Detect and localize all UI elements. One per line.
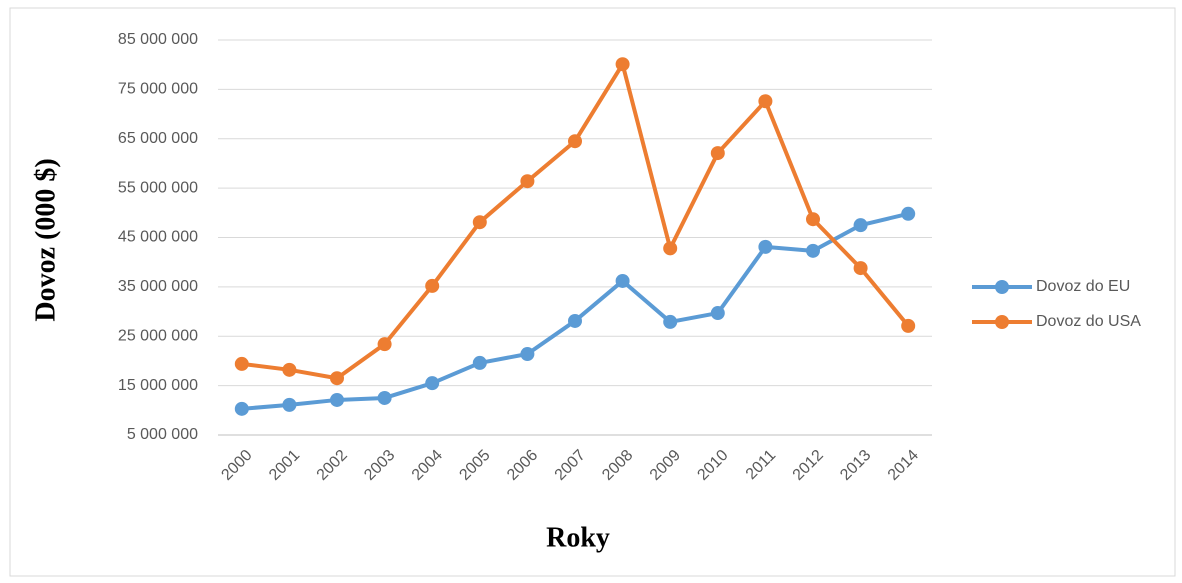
- data-point: [615, 57, 630, 72]
- chart-border: [9, 7, 1176, 577]
- data-point: [377, 337, 392, 352]
- data-point: [472, 215, 487, 230]
- data-point: [425, 278, 440, 293]
- data-point: [710, 146, 725, 161]
- y-tick-label: 45 000 000: [118, 229, 198, 246]
- y-tick-label: 75 000 000: [118, 81, 198, 98]
- data-point: [282, 397, 297, 412]
- data-point: [758, 239, 773, 254]
- data-point: [377, 390, 392, 405]
- data-point: [853, 261, 868, 276]
- data-point: [615, 273, 630, 288]
- data-point: [234, 356, 249, 371]
- data-point: [853, 218, 868, 233]
- data-point: [520, 347, 535, 362]
- data-point: [234, 401, 249, 416]
- legend-label: Dovoz do EU: [1036, 278, 1130, 295]
- data-point: [806, 243, 820, 258]
- data-point: [710, 306, 725, 321]
- data-point: [806, 212, 820, 227]
- legend-label: Dovoz do USA: [1036, 313, 1141, 330]
- data-point: [282, 362, 297, 377]
- y-tick-label: 85 000 000: [118, 31, 198, 48]
- data-point: [901, 206, 916, 221]
- data-point: [330, 371, 344, 386]
- y-tick-label: 65 000 000: [118, 130, 198, 147]
- y-tick-label: 15 000 000: [118, 377, 198, 394]
- data-point: [568, 134, 582, 149]
- data-point: [520, 174, 535, 189]
- data-point: [901, 318, 916, 333]
- data-point: [663, 314, 678, 329]
- legend-marker: [995, 280, 1009, 294]
- y-tick-label: 25 000 000: [118, 327, 198, 344]
- data-point: [330, 392, 344, 407]
- y-tick-label: 55 000 000: [118, 179, 198, 196]
- y-tick-label: 35 000 000: [118, 278, 198, 295]
- x-axis-title: Roky: [546, 522, 610, 553]
- data-point: [425, 376, 440, 391]
- legend-marker: [995, 315, 1009, 329]
- data-point: [568, 313, 582, 328]
- data-point: [758, 94, 773, 109]
- y-tick-label: 5 000 000: [127, 426, 198, 443]
- y-axis-title: Dovoz (000 $): [30, 158, 61, 321]
- data-point: [663, 241, 678, 256]
- data-point: [472, 355, 487, 370]
